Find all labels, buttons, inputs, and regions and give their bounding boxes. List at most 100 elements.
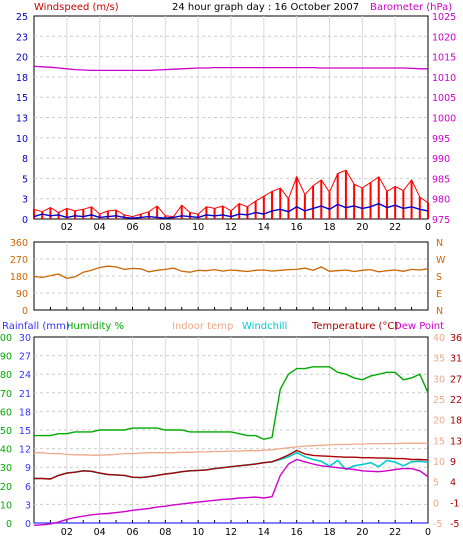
graph-date-title: 24 hour graph day : 16 October 2007 (172, 2, 359, 13)
gust-bar (262, 196, 265, 219)
temperature-tick: 9 (450, 457, 456, 468)
temp-panel-x-label: 14 (258, 527, 270, 538)
gust-bar (139, 214, 142, 219)
gust-bar (57, 212, 60, 219)
wind-panel-x-label: 0 (425, 222, 431, 233)
gust-bar (205, 206, 208, 219)
windspeed-tick: 25 (16, 12, 28, 23)
rainfall-tick: 15 (19, 426, 31, 437)
gust-bar (254, 201, 257, 219)
humidity-tick: 50 (0, 426, 12, 437)
temp-panel-x-label: 10 (192, 527, 204, 538)
indoor-tick: 15 (433, 436, 445, 447)
gust-bar (164, 215, 167, 219)
legend-rainfall: Rainfall (mm) (2, 321, 70, 332)
humidity-tick: 90 (0, 352, 12, 363)
windspeed-tick: 13 (16, 114, 28, 125)
gust-bar (377, 176, 380, 219)
direction-tick: 270 (10, 255, 28, 266)
rainfall-tick: 12 (19, 445, 31, 456)
humidity-tick: 10 (0, 500, 12, 511)
gust-bar (344, 170, 347, 219)
temperature-humidity-chart: 1009080706050403020100302724211815129630… (0, 333, 462, 538)
barometer-tick: 995 (432, 134, 450, 145)
windspeed-title: Windspeed (m/s) (34, 2, 119, 13)
gust-bar (369, 182, 372, 219)
windspeed-line (33, 202, 429, 219)
barometer-tick: 990 (432, 154, 450, 165)
wind-panel-x-label: 02 (61, 222, 73, 233)
temp-panel-x-label: 16 (291, 527, 303, 538)
gust-bar (320, 180, 323, 219)
legend-humidity: Humidity % (66, 321, 124, 332)
legend-temperature: Temperature (°C) (311, 321, 398, 332)
wind-panel-x-label: 20 (356, 222, 368, 233)
wind-panel-x-label: 12 (225, 222, 237, 233)
indoor-tick: 0 (433, 498, 439, 509)
indoor-tick: 20 (433, 416, 445, 427)
windspeed-tick: 3 (22, 195, 28, 206)
humidity-tick: 70 (0, 389, 12, 400)
windspeed-tick: 20 (16, 53, 28, 64)
temp-panel-x-label: 06 (126, 527, 138, 538)
direction-line (33, 265, 429, 279)
temp-panel-x-label: 02 (61, 527, 73, 538)
barometer-tick: 1005 (432, 93, 456, 104)
gust-bar (82, 209, 85, 219)
compass-tick: E (436, 289, 442, 300)
gust-bar (33, 209, 35, 219)
gust-bar (188, 212, 191, 219)
windspeed-tick: 8 (22, 154, 28, 165)
temp-panel-x-label: 0 (425, 527, 431, 538)
wind-panel-x-label: 06 (126, 222, 138, 233)
gust-bar (238, 203, 241, 219)
barometer-tick: 1015 (432, 53, 456, 64)
gust-bar (197, 214, 200, 219)
gust-bar (361, 188, 364, 219)
wind-panel-x-label: 08 (159, 222, 171, 233)
gust-bar (180, 205, 183, 219)
gust-bar (41, 211, 44, 219)
gust-bar (230, 210, 232, 219)
rainfall-tick: 3 (25, 500, 31, 511)
windspeed-tick: 18 (16, 73, 28, 84)
barometer-tick: 975 (432, 215, 450, 226)
indoor-tick: 40 (433, 333, 445, 344)
temp-panel-x-label: 18 (323, 527, 335, 538)
wind-panel-x-label: 22 (389, 222, 401, 233)
gust-bar (394, 186, 397, 219)
temperature-tick: 18 (450, 416, 462, 427)
indoor-tick: 25 (433, 395, 445, 406)
humidity-tick: 60 (0, 407, 12, 418)
rainfall-tick: 9 (25, 463, 31, 474)
indoor-tick: 10 (433, 457, 445, 468)
windspeed-tick: 10 (16, 134, 28, 145)
indoor-temp-line (34, 442, 428, 456)
barometer-tick: 1020 (432, 32, 456, 43)
indoor-tick: 35 (433, 354, 445, 365)
gust-bar (65, 208, 68, 219)
legend-windchill: Windchill (242, 321, 287, 332)
gust-bar (156, 206, 159, 219)
gust-bar (295, 176, 298, 219)
temperature-tick: 31 (450, 354, 462, 365)
direction-tick: 360 (10, 238, 28, 249)
temp-panel-x-label: 20 (356, 527, 368, 538)
humidity-tick: 80 (0, 370, 12, 381)
gust-bar (303, 194, 306, 219)
gust-bar (287, 198, 290, 219)
barometer-tick: 1000 (432, 114, 456, 125)
temperature-tick: 36 (450, 333, 462, 344)
rainfall-tick: 21 (19, 389, 31, 400)
legend-dew-point: Dew Point (394, 321, 444, 332)
wind-panel-x-label: 18 (323, 222, 335, 233)
gust-bar (74, 210, 77, 219)
indoor-tick: -5 (433, 519, 442, 530)
humidity-line (34, 366, 429, 441)
humidity-tick: 100 (0, 333, 12, 344)
gust-bar (147, 211, 150, 219)
temp-panel-x-label: 08 (159, 527, 171, 538)
gust-bar (98, 214, 101, 219)
